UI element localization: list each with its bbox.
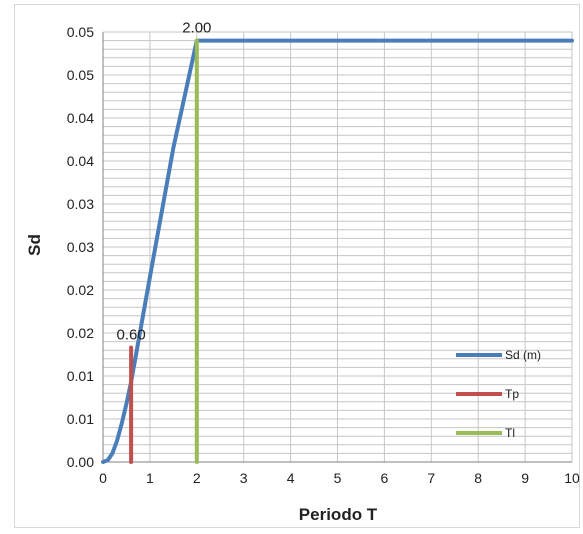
grid — [103, 31, 573, 462]
y-tick-label: 0.04 — [67, 153, 94, 169]
y-tick-label: 0.01 — [67, 411, 94, 427]
axes — [102, 32, 572, 463]
x-tick-label: 3 — [240, 470, 248, 486]
x-tick-label: 6 — [381, 470, 389, 486]
legend-label: Sd (m) — [505, 348, 541, 362]
x-axis-title: Periodo T — [299, 505, 378, 524]
y-tick-label: 0.02 — [67, 282, 94, 298]
x-tick-label: 9 — [521, 470, 529, 486]
y-tick-label: 0.03 — [67, 239, 94, 255]
x-tick-label: 5 — [334, 470, 342, 486]
legend-label: Tp — [505, 387, 519, 401]
y-axis-title: Sd — [25, 234, 44, 256]
data-label: 0.60 — [117, 327, 146, 344]
chart-frame — [14, 4, 580, 528]
y-tick-label: 0.03 — [67, 196, 94, 212]
legend: Sd (m) Tp Tl — [456, 348, 541, 440]
y-tick-label: 0.00 — [67, 454, 94, 470]
y-tick-label: 0.05 — [67, 24, 94, 40]
x-tick-label: 2 — [193, 470, 201, 486]
x-tick-label: 4 — [287, 470, 295, 486]
tick-labels: 0 1 2 3 4 5 6 7 8 9 10 0.00 0.01 0.01 0.02 0.02 0.03 0.03… — [67, 24, 580, 486]
x-tick-label: 0 — [99, 470, 107, 486]
y-tick-label: 0.01 — [67, 368, 94, 384]
legend-label: Tl — [505, 426, 515, 440]
x-tick-label: 1 — [146, 470, 154, 486]
annotations: 0.60 2.00 — [117, 20, 212, 344]
series-group — [101, 38, 574, 464]
y-tick-label: 0.02 — [67, 325, 94, 341]
x-tick-label: 7 — [427, 470, 435, 486]
data-label: 2.00 — [182, 20, 211, 37]
series-line-sd-m — [101, 38, 574, 464]
x-tick-label: 8 — [474, 470, 482, 486]
x-tick-label: 10 — [564, 470, 580, 486]
y-tick-label: 0.05 — [67, 67, 94, 83]
y-tick-label: 0.04 — [67, 110, 94, 126]
